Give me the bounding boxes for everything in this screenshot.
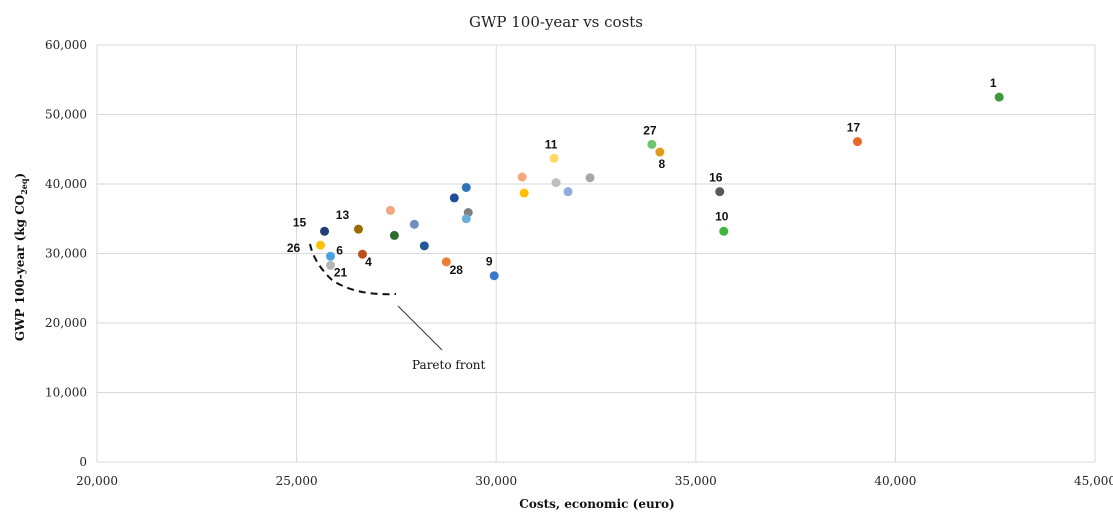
data-point [655, 147, 665, 157]
x-tick-label: 30,000 [475, 474, 517, 488]
data-point [353, 224, 363, 234]
y-tick-label: 10,000 [45, 386, 87, 400]
data-point-label: 28 [450, 263, 464, 277]
data-point [519, 188, 529, 198]
data-point [563, 187, 573, 197]
data-point-label: 13 [336, 208, 350, 222]
y-axis-title-main: GWP 100-year (kg CO [13, 195, 27, 341]
y-tick-label: 40,000 [45, 177, 87, 191]
pareto-front-leader-line [397, 305, 443, 351]
x-axis-ticks: 20,000 25,000 30,000 35,000 40,000 45,000 [76, 474, 1113, 488]
pareto-front-label: Pareto front [412, 358, 486, 372]
y-tick-label: 20,000 [45, 316, 87, 330]
data-point [715, 187, 725, 197]
data-point [326, 251, 336, 261]
data-point-label: 6 [336, 243, 343, 257]
data-point-label: 15 [293, 215, 307, 229]
data-point [441, 257, 451, 267]
data-point [489, 271, 499, 281]
data-point-label: 16 [709, 171, 723, 185]
data-point-label: 11 [545, 137, 558, 151]
data-point-labels: 1 17 27 8 11 16 10 13 15 26 6 4 21 28 9 [287, 76, 997, 279]
data-point [647, 139, 657, 149]
data-point [316, 240, 326, 250]
data-point [419, 241, 429, 251]
data-point [389, 230, 399, 240]
data-point [461, 214, 471, 224]
data-point-label: 27 [643, 123, 657, 137]
y-axis-title: GWP 100-year (kg CO2eq) [13, 173, 29, 341]
data-point [385, 205, 395, 215]
data-point [449, 193, 459, 203]
data-point-label: 26 [287, 241, 301, 255]
data-point [320, 226, 330, 236]
data-point-label: 4 [365, 255, 372, 269]
data-points [316, 92, 1004, 281]
data-point [357, 249, 367, 259]
chart-title: GWP 100-year vs costs [469, 13, 643, 31]
y-axis-ticks: 0 10,000 20,000 30,000 40,000 50,000 60,000 [45, 38, 87, 469]
y-tick-label: 30,000 [45, 247, 87, 261]
x-tick-label: 45,000 [1074, 474, 1113, 488]
data-point [551, 178, 561, 188]
data-point [517, 172, 527, 182]
y-tick-label: 0 [79, 455, 87, 469]
pareto-front-curve [309, 243, 397, 296]
grid-lines [96, 44, 1096, 463]
x-tick-label: 35,000 [675, 474, 717, 488]
data-point-label: 10 [715, 209, 729, 223]
x-tick-label: 20,000 [76, 474, 118, 488]
data-point-label: 17 [847, 121, 861, 135]
data-point [585, 173, 595, 183]
y-tick-label: 60,000 [45, 38, 87, 52]
y-axis-title-subscript: 2eq [19, 178, 29, 195]
data-point [994, 92, 1004, 102]
data-point [409, 219, 419, 229]
y-axis-title-end: ) [13, 173, 27, 179]
data-point [549, 153, 559, 163]
data-point [326, 260, 336, 270]
data-point-label: 1 [990, 76, 997, 90]
data-point [719, 226, 729, 236]
data-point [852, 137, 862, 147]
data-point-label: 9 [486, 255, 493, 269]
y-tick-label: 50,000 [45, 108, 87, 122]
x-tick-label: 40,000 [874, 474, 916, 488]
x-axis-title: Costs, economic (euro) [519, 497, 674, 511]
x-tick-label: 25,000 [276, 474, 318, 488]
data-point [461, 182, 471, 192]
data-point-label: 21 [334, 265, 348, 279]
data-point-label: 8 [659, 157, 666, 171]
